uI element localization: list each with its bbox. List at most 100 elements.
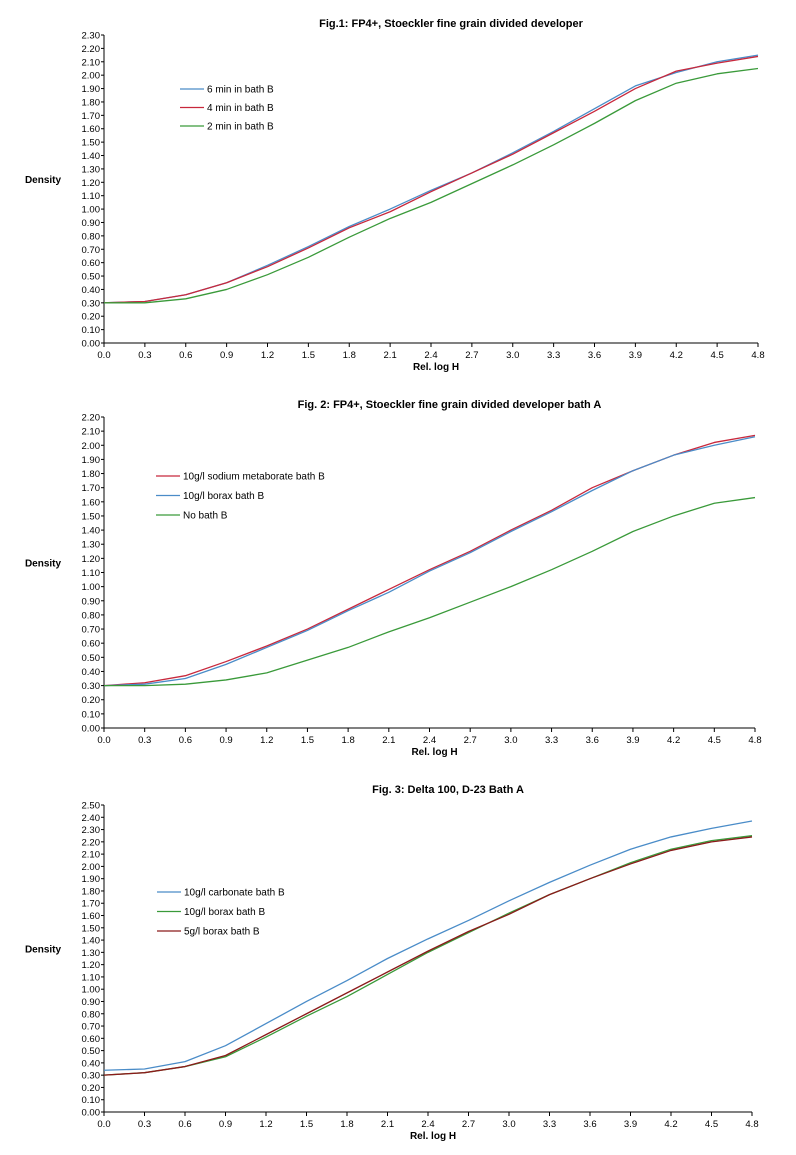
chart-1-y-tick-label: 1.80 xyxy=(82,97,101,108)
chart-1-x-tick-label: 2.1 xyxy=(384,350,397,361)
chart-3-y-tick-label: 0.90 xyxy=(82,997,101,1008)
chart-2-y-tick-label: 1.60 xyxy=(82,497,101,508)
chart-1-y-tick-label: 0.70 xyxy=(82,245,101,256)
chart-3-x-tick-label: 3.0 xyxy=(502,1119,515,1130)
chart-3-x-tick-label: 0.6 xyxy=(178,1119,191,1130)
chart-1-x-tick-label: 0.3 xyxy=(138,350,151,361)
chart-2-y-tick-label: 1.20 xyxy=(82,554,101,565)
chart-1-y-tick-label: 1.00 xyxy=(82,205,101,216)
chart-3-y-tick-label: 2.00 xyxy=(82,862,101,873)
chart-1-y-tick-label: 0.40 xyxy=(82,285,101,296)
chart-1-x-tick-label: 3.3 xyxy=(547,350,560,361)
chart-3-y-tick-label: 2.30 xyxy=(82,825,101,836)
chart-3-y-tick-label: 1.60 xyxy=(82,911,101,922)
chart-2-x-tick-label: 1.2 xyxy=(260,735,273,746)
chart-2-y-tick-label: 0.40 xyxy=(82,667,101,678)
chart-2-title: Fig. 2: FP4+, Stoeckler fine grain divid… xyxy=(298,399,602,411)
chart-3-x-tick-label: 2.4 xyxy=(421,1119,434,1130)
chart-3-y-tick-label: 0.30 xyxy=(82,1071,101,1082)
chart-3-y-tick-label: 1.50 xyxy=(82,923,101,934)
chart-2-y-tick-label: 1.80 xyxy=(82,469,101,480)
chart-2-legend-label-1: 10g/l sodium metaborate bath B xyxy=(183,472,325,483)
chart-3-x-tick-label: 3.3 xyxy=(543,1119,556,1130)
chart-3-y-axis-title: Density xyxy=(25,945,62,956)
chart-2-y-tick-label: 0.90 xyxy=(82,596,101,607)
chart-1-x-tick-label: 3.6 xyxy=(588,350,601,361)
chart-1-y-tick-label: 1.30 xyxy=(82,164,101,175)
chart-2-y-tick-label: 0.20 xyxy=(82,695,101,706)
chart-3-x-axis-title: Rel. log H xyxy=(410,1131,456,1142)
chart-3-y-tick-label: 0.40 xyxy=(82,1058,101,1069)
chart-2-y-axis-title: Density xyxy=(25,559,62,570)
chart-3-x-tick-label: 1.5 xyxy=(300,1119,313,1130)
chart-1-x-tick-label: 1.2 xyxy=(261,350,274,361)
chart-1-y-tick-label: 0.50 xyxy=(82,272,101,283)
chart-2-y-tick-label: 1.10 xyxy=(82,568,101,579)
chart-2-y-tick-label: 1.70 xyxy=(82,483,101,494)
chart-1-y-tick-label: 0.80 xyxy=(82,231,101,242)
chart-3-y-tick-label: 2.10 xyxy=(82,850,101,861)
chart-3-x-tick-label: 4.5 xyxy=(705,1119,718,1130)
chart-1-x-tick-label: 4.2 xyxy=(670,350,683,361)
chart-1-x-tick-label: 0.0 xyxy=(97,350,110,361)
chart-3-y-tick-label: 0.20 xyxy=(82,1083,101,1094)
chart-2-y-tick-label: 1.00 xyxy=(82,582,101,593)
chart-2-x-tick-label: 1.8 xyxy=(342,735,355,746)
chart-3-x-tick-label: 2.7 xyxy=(462,1119,475,1130)
chart-1-legend-label-3: 2 min in bath B xyxy=(207,122,274,133)
chart-2-x-tick-label: 4.2 xyxy=(667,735,680,746)
chart-2-y-tick-label: 0.70 xyxy=(82,625,101,636)
chart-1-y-tick-label: 2.10 xyxy=(82,57,101,68)
chart-1-y-tick-label: 1.50 xyxy=(82,138,101,149)
chart-2-x-tick-label: 3.6 xyxy=(586,735,599,746)
chart-1-x-tick-label: 4.5 xyxy=(711,350,724,361)
chart-1-y-tick-label: 0.30 xyxy=(82,298,101,309)
chart-3-y-tick-label: 1.30 xyxy=(82,948,101,959)
chart-3-y-tick-label: 1.70 xyxy=(82,899,101,910)
chart-2-x-tick-label: 4.8 xyxy=(748,735,761,746)
chart-3-x-tick-label: 1.8 xyxy=(340,1119,353,1130)
chart-3-x-tick-label: 3.9 xyxy=(624,1119,637,1130)
chart-1-y-tick-label: 0.00 xyxy=(82,339,101,350)
chart-3-y-tick-label: 0.50 xyxy=(82,1046,101,1057)
chart-1-y-axis-title: Density xyxy=(25,175,62,186)
chart-2-y-tick-label: 1.50 xyxy=(82,511,101,522)
chart-2-y-tick-label: 0.00 xyxy=(82,724,101,735)
chart-3-y-tick-label: 0.00 xyxy=(82,1108,101,1119)
chart-2-y-tick-label: 1.90 xyxy=(82,455,101,466)
chart-3-legend-label-1: 10g/l carbonate bath B xyxy=(184,888,285,899)
chart-1-y-tick-label: 1.40 xyxy=(82,151,101,162)
chart-2-x-tick-label: 0.9 xyxy=(219,735,232,746)
chart-3-y-tick-label: 2.20 xyxy=(82,837,101,848)
chart-1-legend-label-1: 6 min in bath B xyxy=(207,85,274,96)
chart-3-series-3-line xyxy=(103,836,753,1076)
chart-1-y-tick-label: 1.90 xyxy=(82,84,101,95)
chart-3-title: Fig. 3: Delta 100, D-23 Bath A xyxy=(372,784,524,796)
chart-2-x-tick-label: 0.3 xyxy=(138,735,151,746)
chart-2-y-tick-label: 1.30 xyxy=(82,540,101,551)
chart-3-x-tick-label: 0.0 xyxy=(97,1119,110,1130)
chart-3-x-tick-label: 4.8 xyxy=(745,1119,758,1130)
chart-1-y-tick-label: 0.10 xyxy=(82,325,101,336)
chart-2-x-tick-label: 3.3 xyxy=(545,735,558,746)
chart-2-series-3-line xyxy=(104,496,756,687)
chart-3-y-tick-label: 1.40 xyxy=(82,936,101,947)
chart-2-x-tick-label: 4.5 xyxy=(708,735,721,746)
chart-3-y-tick-label: 1.90 xyxy=(82,874,101,885)
chart-3-x-tick-label: 2.1 xyxy=(381,1119,394,1130)
chart-2-x-tick-label: 1.5 xyxy=(301,735,314,746)
chart-1-x-tick-label: 0.6 xyxy=(179,350,192,361)
chart-3-x-tick-label: 1.2 xyxy=(259,1119,272,1130)
chart-1: Fig.1: FP4+, Stoeckler fine grain divide… xyxy=(25,18,765,373)
chart-1-x-tick-label: 2.4 xyxy=(424,350,437,361)
chart-3-y-tick-label: 1.10 xyxy=(82,972,101,983)
chart-2-y-tick-label: 0.30 xyxy=(82,681,101,692)
chart-1-y-tick-label: 1.70 xyxy=(82,111,101,122)
chart-1-y-tick-label: 1.60 xyxy=(82,124,101,135)
chart-2-legend-label-2: 10g/l borax bath B xyxy=(183,491,264,502)
chart-2-x-tick-label: 3.0 xyxy=(504,735,517,746)
chart-1-title: Fig.1: FP4+, Stoeckler fine grain divide… xyxy=(319,18,583,30)
chart-2-y-tick-label: 0.80 xyxy=(82,610,101,621)
chart-1-x-tick-label: 1.5 xyxy=(302,350,315,361)
